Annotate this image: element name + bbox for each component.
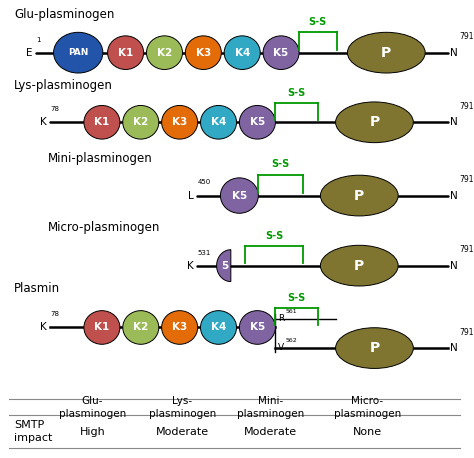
Text: K: K: [40, 117, 47, 127]
Text: V: V: [278, 343, 284, 352]
Text: Micro-plasminogen: Micro-plasminogen: [47, 221, 160, 234]
Ellipse shape: [220, 178, 258, 213]
Text: K4: K4: [211, 117, 226, 127]
Ellipse shape: [162, 311, 198, 344]
Ellipse shape: [336, 328, 413, 368]
Text: K: K: [40, 322, 47, 333]
Text: K2: K2: [133, 117, 148, 127]
Text: 531: 531: [198, 250, 211, 256]
Text: Glu-
plasminogen: Glu- plasminogen: [59, 396, 126, 419]
Text: N: N: [450, 191, 458, 201]
Text: K4: K4: [235, 48, 250, 58]
Text: 450: 450: [198, 180, 211, 185]
Ellipse shape: [84, 311, 120, 344]
Text: P: P: [354, 189, 365, 202]
Ellipse shape: [201, 311, 237, 344]
Ellipse shape: [320, 175, 398, 216]
Ellipse shape: [347, 33, 425, 73]
Text: Micro-
plasminogen: Micro- plasminogen: [334, 396, 401, 419]
Text: PAN: PAN: [68, 48, 88, 57]
Text: 791: 791: [459, 175, 474, 184]
Ellipse shape: [146, 36, 182, 70]
Ellipse shape: [185, 36, 221, 70]
Text: K1: K1: [94, 322, 109, 333]
Text: P: P: [369, 341, 380, 355]
Text: E: E: [26, 48, 33, 58]
Text: R: R: [278, 314, 284, 323]
Ellipse shape: [84, 105, 120, 139]
Ellipse shape: [320, 245, 398, 286]
Text: 791: 791: [459, 327, 474, 337]
Ellipse shape: [239, 105, 275, 139]
Text: K5: K5: [273, 48, 289, 58]
Text: SMTP
impact: SMTP impact: [14, 420, 53, 443]
Text: N: N: [450, 117, 458, 127]
Text: 791: 791: [459, 32, 474, 41]
Text: P: P: [369, 115, 380, 129]
Text: S-S: S-S: [309, 16, 327, 27]
Text: K4: K4: [211, 322, 226, 333]
Text: Plasmin: Plasmin: [14, 283, 60, 295]
Text: 5: 5: [221, 261, 228, 271]
Text: K1: K1: [118, 48, 133, 58]
Ellipse shape: [263, 36, 299, 70]
Text: K5: K5: [232, 191, 247, 201]
Text: P: P: [381, 46, 392, 60]
Text: 561: 561: [286, 309, 298, 314]
Text: K3: K3: [172, 117, 187, 127]
Text: L: L: [188, 191, 194, 201]
Text: K2: K2: [157, 48, 172, 58]
Text: K3: K3: [196, 48, 211, 58]
Ellipse shape: [224, 36, 260, 70]
Text: S-S: S-S: [265, 231, 283, 241]
Text: Lys-
plasminogen: Lys- plasminogen: [149, 396, 216, 419]
Ellipse shape: [162, 105, 198, 139]
Text: 1: 1: [36, 37, 41, 43]
Text: K5: K5: [250, 322, 265, 333]
Text: Mini-
plasminogen: Mini- plasminogen: [237, 396, 304, 419]
Text: 791: 791: [459, 102, 474, 111]
Text: N: N: [450, 343, 458, 353]
Text: Lys-plasminogen: Lys-plasminogen: [14, 79, 113, 92]
Text: S-S: S-S: [272, 159, 290, 169]
Text: S-S: S-S: [287, 87, 306, 98]
Text: None: None: [353, 427, 382, 436]
Text: K: K: [187, 261, 194, 271]
Text: K2: K2: [133, 322, 148, 333]
Text: N: N: [450, 48, 458, 58]
Text: P: P: [354, 259, 365, 273]
Text: S-S: S-S: [287, 293, 306, 303]
Ellipse shape: [239, 311, 275, 344]
Text: Mini-plasminogen: Mini-plasminogen: [47, 152, 152, 165]
Text: K5: K5: [250, 117, 265, 127]
Text: Glu-plasminogen: Glu-plasminogen: [14, 8, 115, 21]
Text: K3: K3: [172, 322, 187, 333]
Ellipse shape: [123, 105, 159, 139]
Text: 78: 78: [51, 106, 60, 112]
Ellipse shape: [336, 102, 413, 142]
Text: Moderate: Moderate: [156, 427, 209, 436]
Text: 791: 791: [459, 245, 474, 254]
Text: High: High: [80, 427, 105, 436]
Text: N: N: [450, 261, 458, 271]
Text: 78: 78: [51, 311, 60, 317]
Ellipse shape: [54, 33, 103, 73]
Text: K1: K1: [94, 117, 109, 127]
Polygon shape: [217, 250, 231, 282]
Text: 562: 562: [286, 338, 298, 344]
Ellipse shape: [123, 311, 159, 344]
Ellipse shape: [108, 36, 144, 70]
Ellipse shape: [201, 105, 237, 139]
Text: Moderate: Moderate: [244, 427, 297, 436]
